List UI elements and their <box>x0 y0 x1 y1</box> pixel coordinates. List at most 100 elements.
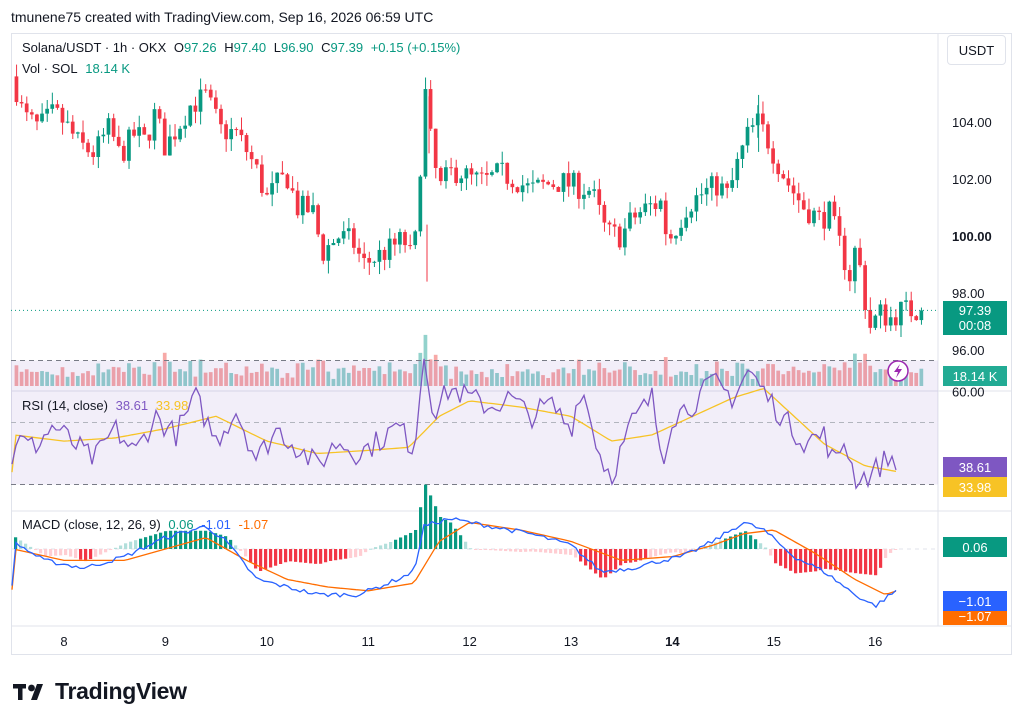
volume-legend: Vol · SOL 18.14 K <box>22 61 134 76</box>
rsi-label[interactable]: RSI (14, close) <box>22 398 108 413</box>
macd-histogram-bar <box>394 539 398 549</box>
macd-histogram-bar <box>454 528 458 549</box>
macd-histogram-bar <box>419 507 423 549</box>
time-tick-label: 10 <box>260 634 274 649</box>
volume-bar <box>224 362 228 386</box>
volume-bar <box>280 377 285 386</box>
macd-histogram-bar <box>619 549 623 566</box>
macd-histogram-bar <box>114 547 118 549</box>
candle-body <box>510 183 515 188</box>
macd-histogram-bar <box>779 549 783 566</box>
macd-histogram-bar <box>539 549 543 553</box>
rsi-legend: RSI (14, close) 38.61 33.98 <box>22 398 192 413</box>
candle-body <box>714 176 719 196</box>
volume-bar <box>878 369 883 386</box>
tradingview-logo[interactable]: TradingView <box>13 678 187 705</box>
signal-tag: −1.07 <box>943 611 1007 625</box>
volume-bar <box>495 373 499 386</box>
candle-body <box>270 183 274 195</box>
volume-bar <box>525 369 530 386</box>
volume-bar <box>157 366 162 386</box>
macd-histogram-bar <box>34 549 38 551</box>
volume-bar <box>781 374 786 386</box>
volume-bar <box>183 371 188 386</box>
candle-body <box>628 212 632 229</box>
candle-body <box>888 317 893 326</box>
volume-bar <box>597 362 602 386</box>
candle-body <box>137 127 142 136</box>
macd-histogram-bar <box>134 540 138 549</box>
macd-histogram-bar <box>64 549 68 556</box>
candle-body <box>622 228 627 248</box>
macd-histogram-bar <box>94 549 98 557</box>
chart-frame[interactable] <box>11 33 1012 655</box>
volume-bar <box>796 370 801 386</box>
macd-histogram-bar <box>849 549 853 573</box>
candle-body <box>60 107 65 123</box>
candle-body <box>96 136 101 157</box>
volume-bar <box>648 374 653 386</box>
macd-histogram-bar <box>229 539 233 549</box>
volume-bar <box>530 373 535 386</box>
macd-histogram-bar <box>734 534 738 549</box>
volume-bar <box>91 375 95 386</box>
macd-label[interactable]: MACD (close, 12, 26, 9) <box>22 517 161 532</box>
currency-unit-button[interactable]: USDT <box>947 35 1006 65</box>
macd-histogram-bar <box>464 541 468 549</box>
volume-bar <box>612 370 617 386</box>
macd-histogram-bar <box>679 549 683 554</box>
candle-body <box>725 183 729 188</box>
candle-body <box>464 168 469 179</box>
candle-body <box>387 238 392 260</box>
volume-bar <box>622 362 627 386</box>
macd-histogram-bar <box>19 540 23 549</box>
volume-bar <box>306 369 310 386</box>
macd-hist-tag: 0.06 <box>943 537 1007 557</box>
candle-body <box>362 253 366 259</box>
candle-body <box>234 129 239 131</box>
volume-bar <box>868 365 873 386</box>
macd-histogram-bar <box>299 549 303 563</box>
high-label: H <box>224 40 234 55</box>
candle-body <box>40 113 44 122</box>
candle-body <box>474 172 479 175</box>
volume-bar <box>142 373 147 386</box>
macd-histogram-bar <box>399 537 403 549</box>
open-label: O <box>173 40 185 55</box>
volume-bar <box>740 363 745 386</box>
symbol-label[interactable]: Solana/USDT · 1h · OKX <box>22 40 167 55</box>
candle-body <box>520 185 525 193</box>
volume-bar <box>709 373 714 386</box>
volume-bar <box>331 378 336 386</box>
volume-bar <box>541 375 545 386</box>
macd-histogram-bar <box>874 549 878 576</box>
time-tick-label: 16 <box>868 634 882 649</box>
macd-histogram-bar <box>409 532 413 549</box>
rsi-ma-line <box>11 387 897 473</box>
macd-histogram-bar <box>24 543 28 549</box>
candle-body <box>893 317 898 326</box>
brand-name: TradingView <box>55 678 187 704</box>
time-tick-label: 15 <box>767 634 781 649</box>
macd-histogram-bar <box>859 549 863 574</box>
macd-histogram-bar <box>854 549 858 574</box>
volume-bar <box>546 377 550 386</box>
macd-histogram-bar <box>249 549 253 563</box>
candle-body <box>658 200 663 210</box>
volume-bar <box>883 369 888 386</box>
macd-histogram-bar <box>439 516 443 549</box>
candle-body <box>668 234 673 239</box>
candle-body <box>720 183 724 196</box>
candle-body <box>546 181 550 185</box>
macd-histogram-bar <box>744 531 748 549</box>
volume-bar <box>771 364 775 386</box>
volume-bar <box>101 372 106 386</box>
volume-bar <box>50 374 55 386</box>
macd-legend: MACD (close, 12, 26, 9) 0.06 -1.01 -1.07 <box>22 517 272 532</box>
macd-histogram-bar <box>79 549 83 560</box>
macd-histogram-bar <box>354 549 358 558</box>
candle-body <box>807 209 811 224</box>
candle-body <box>853 247 857 282</box>
macd-histogram-bar <box>824 549 828 569</box>
